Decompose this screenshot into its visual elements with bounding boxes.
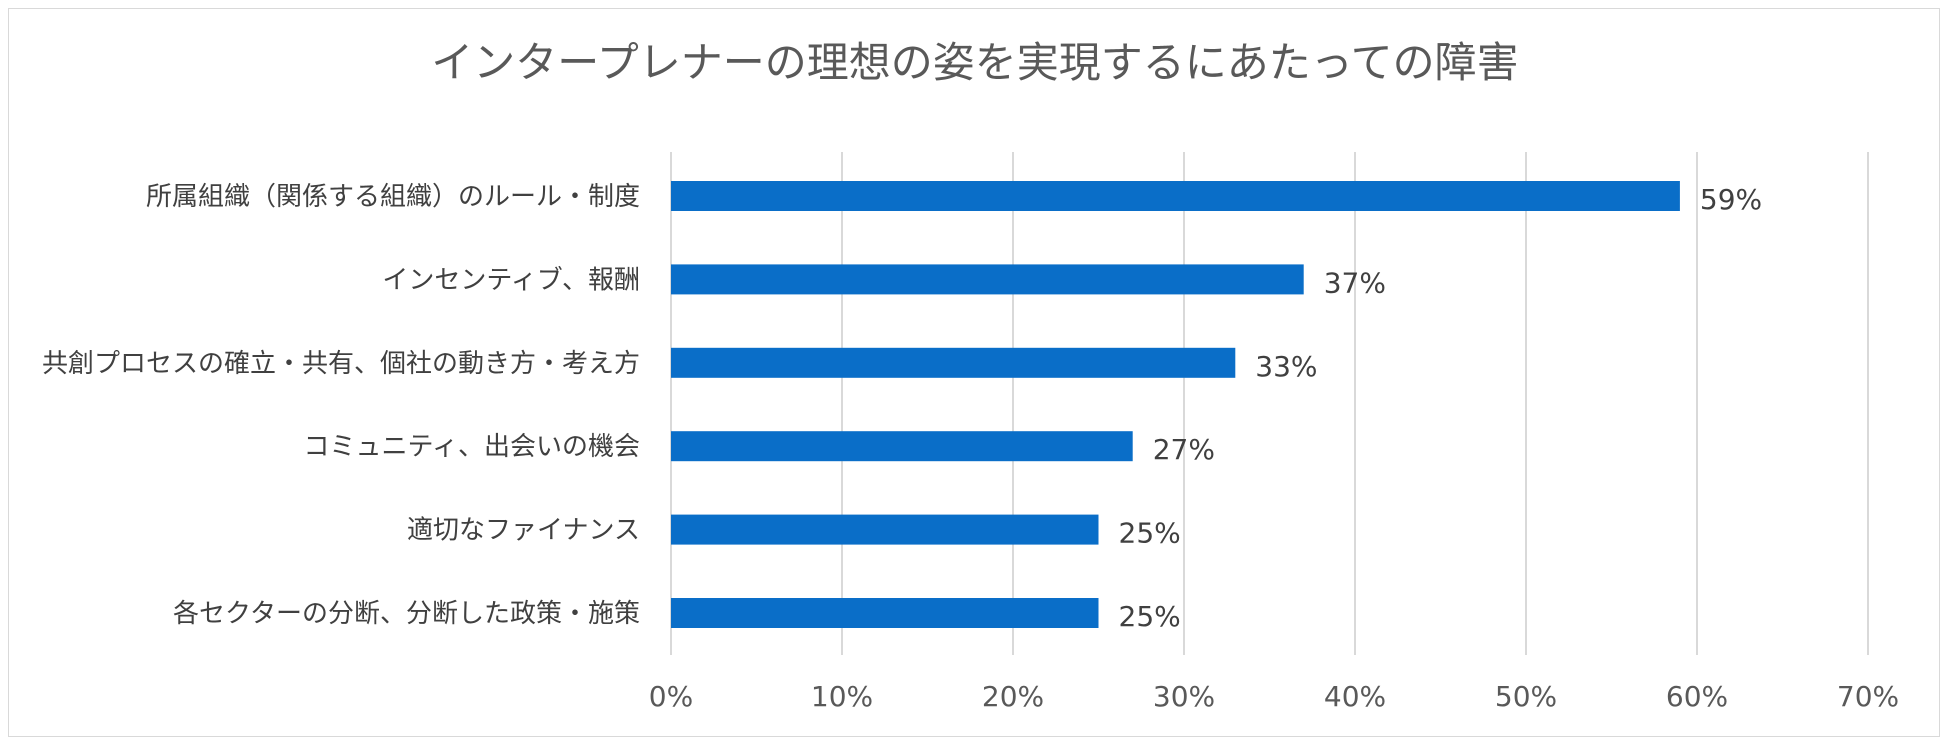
data-label: 37% bbox=[1324, 266, 1386, 299]
bar bbox=[671, 264, 1304, 295]
x-tick-label: 40% bbox=[1324, 680, 1386, 713]
category-label: 各セクターの分断、分断した政策・施策 bbox=[173, 599, 640, 629]
bar bbox=[671, 598, 1099, 628]
x-tick-label: 60% bbox=[1666, 680, 1728, 713]
x-tick-label: 10% bbox=[811, 680, 873, 713]
x-tick-label: 0% bbox=[649, 680, 693, 713]
x-tick-label: 20% bbox=[982, 680, 1044, 713]
x-tick-label: 50% bbox=[1495, 680, 1557, 713]
data-label: 25% bbox=[1119, 517, 1181, 550]
x-tick-label: 70% bbox=[1837, 680, 1899, 713]
data-label: 25% bbox=[1119, 600, 1181, 633]
bar bbox=[671, 431, 1133, 462]
data-label: 59% bbox=[1700, 183, 1762, 216]
category-label: 所属組織（関係する組織）のルール・制度 bbox=[146, 182, 640, 212]
bar bbox=[671, 514, 1099, 545]
data-label: 33% bbox=[1255, 350, 1317, 383]
bar bbox=[671, 347, 1236, 378]
category-label: コミュニティ、出会いの機会 bbox=[304, 432, 640, 462]
category-label: インセンティブ、報酬 bbox=[382, 265, 640, 295]
category-label: 共創プロセスの確立・共有、個社の動き方・考え方 bbox=[42, 349, 640, 379]
chart-title: インタープレナーの理想の姿を実現するにあたっての障害 bbox=[431, 38, 1519, 87]
labels: 0% 10% 20% 30% 40% 50% 60% 70% 所属組織（関係する組織）のルール・… bbox=[42, 182, 1899, 713]
x-tick-label: 30% bbox=[1153, 680, 1215, 713]
bar bbox=[671, 181, 1680, 211]
category-label: 適切なファイナンス bbox=[407, 516, 640, 546]
gridlines bbox=[670, 152, 1869, 655]
data-label: 27% bbox=[1153, 433, 1215, 466]
bars bbox=[671, 181, 1680, 628]
